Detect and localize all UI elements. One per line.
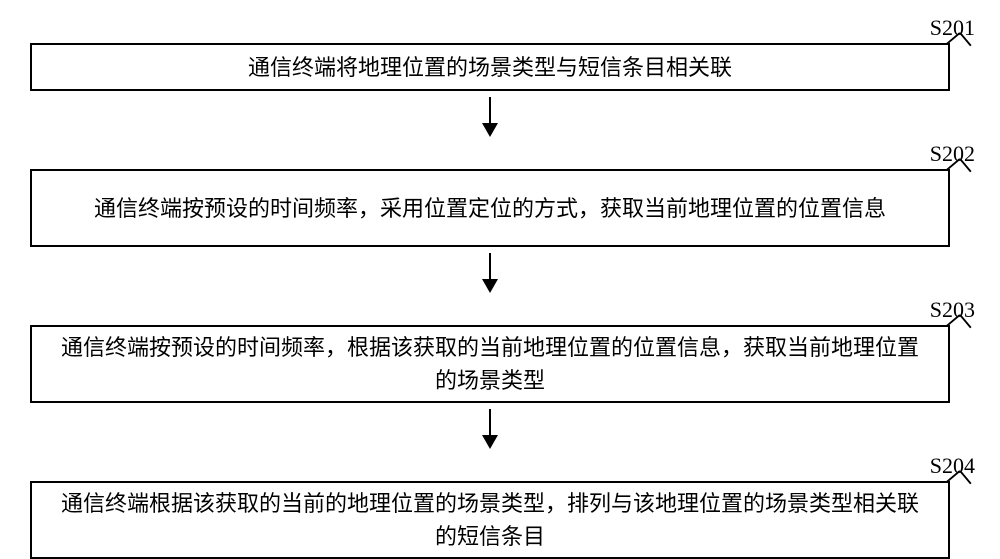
arrow-head	[482, 279, 498, 293]
step-box: 通信终端根据该获取的当前的地理位置的场景类型，排列与该地理位置的场景类型相关联的…	[30, 481, 950, 559]
step-row: S202 通信终端按预设的时间频率，采用位置定位的方式，获取当前地理位置的位置信…	[30, 169, 970, 247]
step-row: S203 通信终端按预设的时间频率，根据该获取的当前地理位置的位置信息，获取当前…	[30, 325, 970, 403]
arrow-line	[489, 253, 491, 291]
step-text: 通信终端将地理位置的场景类型与短信条目相关联	[248, 51, 732, 84]
arrow-line	[489, 97, 491, 135]
step-box: 通信终端将地理位置的场景类型与短信条目相关联	[30, 43, 950, 91]
arrow-head	[482, 435, 498, 449]
arrow	[30, 403, 950, 453]
step-text: 通信终端按预设的时间频率，采用位置定位的方式，获取当前地理位置的位置信息	[94, 192, 886, 225]
step-row: S204 通信终端根据该获取的当前的地理位置的场景类型，排列与该地理位置的场景类…	[30, 481, 970, 559]
step-row: S201 通信终端将地理位置的场景类型与短信条目相关联	[30, 43, 970, 91]
arrow-line	[489, 409, 491, 447]
step-text: 通信终端按预设的时间频率，根据该获取的当前地理位置的位置信息，获取当前地理位置的…	[52, 331, 928, 397]
step-box: 通信终端按预设的时间频率，采用位置定位的方式，获取当前地理位置的位置信息	[30, 169, 950, 247]
arrow-head	[482, 123, 498, 137]
step-text: 通信终端根据该获取的当前的地理位置的场景类型，排列与该地理位置的场景类型相关联的…	[52, 487, 928, 553]
flowchart-container: S201 通信终端将地理位置的场景类型与短信条目相关联 S202 通信终端按预设…	[30, 15, 970, 559]
step-box: 通信终端按预设的时间频率，根据该获取的当前地理位置的位置信息，获取当前地理位置的…	[30, 325, 950, 403]
arrow	[30, 247, 950, 297]
arrow	[30, 91, 950, 141]
